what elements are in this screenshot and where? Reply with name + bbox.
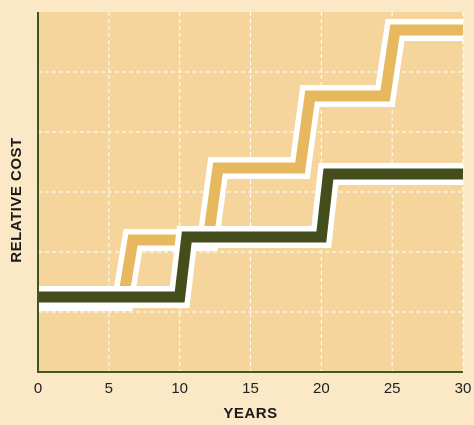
- x-tick-labels: 0 5 10 15 20 25 30: [34, 380, 472, 397]
- x-tick-label: 30: [455, 380, 472, 397]
- y-axis-title: RELATIVE COST: [8, 137, 25, 262]
- series-layer: [38, 19, 463, 311]
- x-tick-label: 5: [105, 380, 113, 397]
- x-axis-title: YEARS: [223, 405, 277, 422]
- x-tick-label: 10: [171, 380, 188, 397]
- x-tick-label: 20: [313, 380, 330, 397]
- series-1-line: [38, 24, 463, 306]
- x-tick-label: 15: [242, 380, 259, 397]
- x-tick-label: 0: [34, 380, 42, 397]
- x-tick-label: 25: [384, 380, 401, 397]
- series-2-line: [38, 168, 463, 303]
